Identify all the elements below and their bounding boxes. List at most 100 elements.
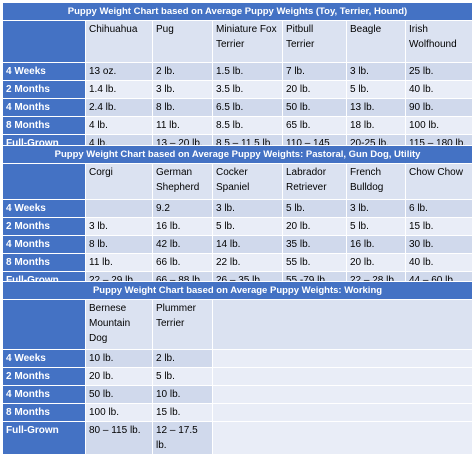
table-cell: 3 lb. bbox=[85, 217, 153, 236]
table-cell: 3.5 lb. bbox=[212, 80, 283, 99]
table-cell: 3 lb. bbox=[346, 199, 406, 218]
table-cell: 100 lb. bbox=[85, 403, 153, 422]
table-cell: 13 lb. bbox=[346, 98, 406, 117]
column-header: Chow Chow bbox=[404, 163, 474, 200]
table-cell: 9.2 bbox=[152, 199, 213, 218]
table-cell: 80 – 115 lb. bbox=[85, 421, 153, 455]
column-header: Beagle bbox=[346, 20, 406, 63]
column-header: Corgi bbox=[85, 163, 153, 200]
table-title: Puppy Weight Chart based on Average Pupp… bbox=[1, 2, 474, 21]
table-cell: 16 lb. bbox=[152, 217, 213, 236]
empty-cell bbox=[211, 403, 474, 422]
empty-cell bbox=[211, 421, 474, 455]
row-label: 4 Weeks bbox=[2, 349, 86, 368]
table-cell: 66 lb. bbox=[152, 253, 213, 272]
column-header: French Bulldog bbox=[346, 163, 406, 200]
row-label: 2 Months bbox=[2, 80, 86, 99]
table-cell: 50 lb. bbox=[85, 385, 153, 404]
table-cell: 11 lb. bbox=[85, 253, 153, 272]
table-cell: 6.5 lb. bbox=[212, 98, 283, 117]
table-cell: 8 lb. bbox=[152, 98, 213, 117]
table-cell: 1.5 lb. bbox=[212, 62, 283, 81]
row-label: 2 Months bbox=[2, 367, 86, 386]
table-cell: 5 lb. bbox=[212, 217, 283, 236]
weight-table-pastoral-gundog-utility: Puppy Weight Chart based on Average Pupp… bbox=[1, 145, 474, 294]
table-cell: 4 lb. bbox=[85, 116, 153, 135]
table-cell: 40 lb. bbox=[404, 80, 474, 99]
row-label: 4 Months bbox=[2, 98, 86, 117]
row-label: 8 Months bbox=[2, 253, 86, 272]
row-label: 4 Weeks bbox=[2, 62, 86, 81]
table-cell: 20 lb. bbox=[282, 217, 347, 236]
table-cell: 50 lb. bbox=[282, 98, 347, 117]
table-cell: 100 lb. bbox=[404, 116, 474, 135]
column-header: Cocker Spaniel bbox=[212, 163, 283, 200]
table-cell: 10 lb. bbox=[152, 385, 213, 404]
table-cell: 20 lb. bbox=[85, 367, 153, 386]
empty-cell bbox=[211, 385, 474, 404]
table-cell: 22 lb. bbox=[212, 253, 283, 272]
column-header: Labrador Retriever bbox=[282, 163, 347, 200]
row-label: 4 Months bbox=[2, 385, 86, 404]
table-cell: 5 lb. bbox=[346, 217, 406, 236]
table-cell: 20 lb. bbox=[282, 80, 347, 99]
column-header: Bernese Mountain Dog bbox=[85, 299, 153, 350]
header-corner bbox=[2, 20, 86, 63]
table-cell: 6 lb. bbox=[404, 199, 474, 218]
table-cell: 5 lb. bbox=[346, 80, 406, 99]
table-cell: 2.4 lb. bbox=[85, 98, 153, 117]
table-cell: 20 lb. bbox=[346, 253, 406, 272]
table-cell: 5 lb. bbox=[282, 199, 347, 218]
header-corner bbox=[2, 163, 86, 200]
table-cell: 15 lb. bbox=[404, 217, 474, 236]
table-cell: 7 lb. bbox=[282, 62, 347, 81]
row-label: Full-Grown bbox=[2, 421, 86, 455]
table-cell: 15 lb. bbox=[152, 403, 213, 422]
table-cell: 65 lb. bbox=[282, 116, 347, 135]
table-cell: 11 lb. bbox=[152, 116, 213, 135]
row-label: 2 Months bbox=[2, 217, 86, 236]
weight-table-working: Puppy Weight Chart based on Average Pupp… bbox=[1, 281, 474, 455]
column-header: Pitbull Terrier bbox=[282, 20, 347, 63]
column-header: Miniature Fox Terrier bbox=[212, 20, 283, 63]
row-label: 8 Months bbox=[2, 116, 86, 135]
table-cell: 25 lb. bbox=[404, 62, 474, 81]
empty-header-cell bbox=[211, 299, 474, 350]
table-cell: 8 lb. bbox=[85, 235, 153, 254]
table-cell: 16 lb. bbox=[346, 235, 406, 254]
table-cell: 42 lb. bbox=[152, 235, 213, 254]
weight-table-toy-terrier-hound: Puppy Weight Chart based on Average Pupp… bbox=[1, 2, 474, 168]
table-cell: 14 lb. bbox=[212, 235, 283, 254]
column-header: Irish Wolfhound bbox=[404, 20, 474, 63]
table-cell: 35 lb. bbox=[282, 235, 347, 254]
row-label: 4 Weeks bbox=[2, 199, 86, 218]
table-cell: 30 lb. bbox=[404, 235, 474, 254]
empty-cell bbox=[211, 349, 474, 368]
column-header: Pug bbox=[152, 20, 213, 63]
table-title: Puppy Weight Chart based on Average Pupp… bbox=[1, 281, 474, 300]
table-cell: 3 lb. bbox=[346, 62, 406, 81]
empty-cell bbox=[211, 367, 474, 386]
column-header: German Shepherd bbox=[152, 163, 213, 200]
table-cell: 90 lb. bbox=[404, 98, 474, 117]
column-header: Chihuahua bbox=[85, 20, 153, 63]
row-label: 8 Months bbox=[2, 403, 86, 422]
table-cell bbox=[85, 199, 153, 218]
table-cell: 13 oz. bbox=[85, 62, 153, 81]
table-cell: 5 lb. bbox=[152, 367, 213, 386]
table-cell: 3 lb. bbox=[152, 80, 213, 99]
table-cell: 2 lb. bbox=[152, 349, 213, 368]
table-title: Puppy Weight Chart based on Average Pupp… bbox=[1, 145, 474, 164]
table-cell: 10 lb. bbox=[85, 349, 153, 368]
table-cell: 18 lb. bbox=[346, 116, 406, 135]
table-cell: 2 lb. bbox=[152, 62, 213, 81]
table-cell: 1.4 lb. bbox=[85, 80, 153, 99]
table-cell: 40 lb. bbox=[404, 253, 474, 272]
table-cell: 12 – 17.5 lb. bbox=[152, 421, 213, 455]
header-corner bbox=[2, 299, 86, 350]
table-cell: 55 lb. bbox=[282, 253, 347, 272]
row-label: 4 Months bbox=[2, 235, 86, 254]
column-header: Plummer Terrier bbox=[152, 299, 213, 350]
table-cell: 8.5 lb. bbox=[212, 116, 283, 135]
